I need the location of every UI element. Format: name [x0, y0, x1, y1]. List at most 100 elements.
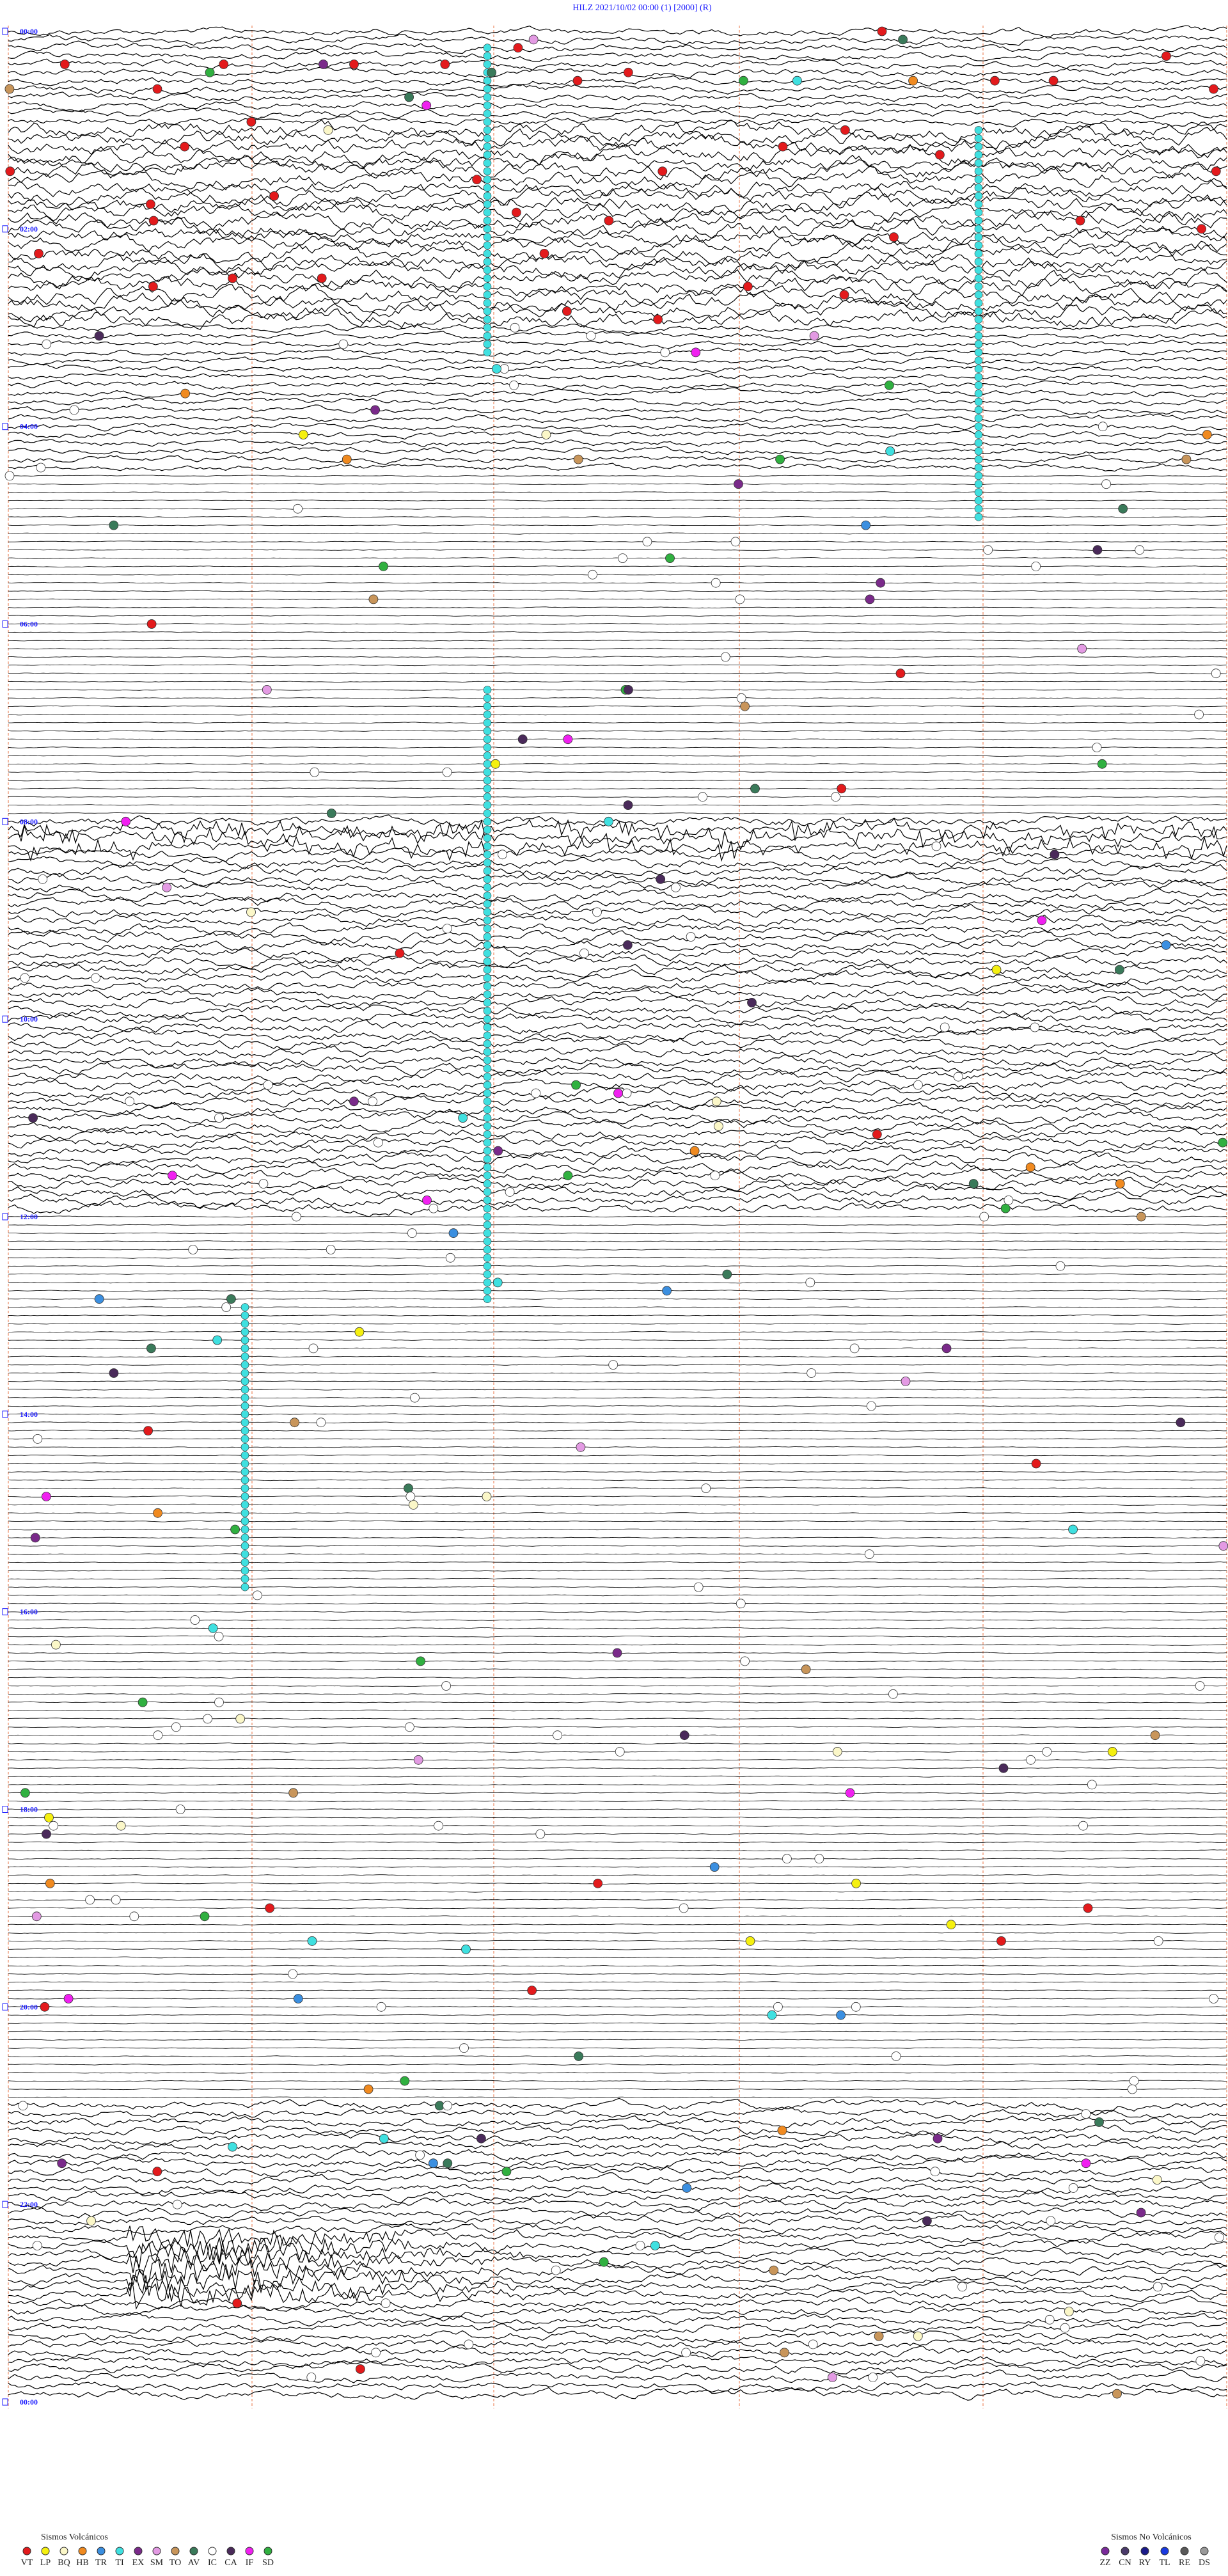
event-marker	[711, 1096, 721, 1107]
event-marker	[203, 1714, 213, 1724]
event-marker	[974, 175, 983, 184]
trace	[8, 1134, 1227, 1150]
event-marker	[323, 125, 333, 135]
event-marker	[1176, 1418, 1186, 1428]
event-marker	[1128, 2084, 1137, 2094]
trace	[8, 647, 1227, 650]
trace	[8, 1421, 1227, 1424]
trace	[8, 1061, 1227, 1077]
trace	[8, 151, 1227, 175]
event-marker	[461, 1944, 471, 1954]
event-marker	[310, 767, 320, 777]
legend-swatch	[1140, 2547, 1149, 2556]
trace	[8, 58, 1227, 71]
trace	[8, 1553, 1227, 1556]
event-marker	[370, 405, 380, 415]
trace	[8, 2360, 1227, 2375]
event-marker	[483, 142, 492, 151]
trace	[8, 1462, 1227, 1465]
hour-tick	[2, 1806, 8, 1813]
event-marker	[974, 446, 983, 455]
trace	[8, 1085, 1227, 1100]
event-marker	[974, 282, 983, 291]
event-marker	[214, 1697, 224, 1707]
event-marker	[650, 2241, 660, 2250]
trace	[8, 1151, 1227, 1167]
legend-label: DS	[1199, 2558, 1210, 2568]
event-marker	[483, 1114, 492, 1122]
trace	[8, 2039, 1227, 2041]
trace	[8, 2088, 1227, 2090]
trace	[8, 1110, 1227, 1125]
event-marker	[148, 281, 158, 292]
event-marker	[686, 932, 696, 942]
event-marker	[1153, 1936, 1163, 1946]
event-marker	[837, 784, 847, 794]
event-marker	[483, 1048, 492, 1056]
legend-label: TL	[1159, 2558, 1170, 2568]
event-marker	[1092, 545, 1103, 555]
event-marker	[188, 1245, 198, 1254]
event-marker	[240, 1583, 249, 1592]
trace	[8, 2096, 1227, 2099]
event-marker	[421, 100, 432, 111]
event-marker	[1107, 1746, 1117, 1757]
trace	[8, 581, 1227, 584]
trace	[8, 1413, 1227, 1416]
trace	[8, 937, 1227, 952]
event-marker	[306, 2372, 317, 2382]
event-marker	[974, 249, 983, 258]
event-marker	[946, 1920, 956, 1930]
event-marker	[483, 1254, 492, 1262]
trace	[8, 1602, 1227, 1605]
event-marker	[240, 1311, 249, 1320]
event-marker	[212, 1335, 223, 1345]
event-marker	[483, 1122, 492, 1130]
event-marker	[31, 1911, 42, 1922]
event-marker	[612, 1648, 622, 1658]
event-marker	[483, 818, 492, 826]
event-marker	[381, 2298, 391, 2309]
time-label: 00:00	[20, 27, 38, 36]
trace	[8, 846, 1227, 862]
trace	[8, 1858, 1227, 1860]
legend-label: HB	[76, 2558, 88, 2568]
time-label: 18:00	[20, 1805, 38, 1814]
event-marker	[483, 776, 492, 785]
event-marker	[38, 874, 48, 884]
event-marker	[974, 150, 983, 159]
trace	[8, 1315, 1227, 1316]
trace	[8, 2197, 1227, 2211]
trace	[8, 796, 1227, 798]
trace	[8, 2047, 1227, 2049]
trace	[8, 2190, 1227, 2204]
trace	[8, 1118, 1227, 1134]
trace	[8, 1503, 1227, 1506]
event-marker	[885, 446, 895, 456]
hour-tick	[2, 423, 8, 431]
event-marker	[990, 75, 1000, 86]
event-marker	[317, 273, 327, 283]
trace	[8, 338, 1227, 349]
event-marker	[483, 1221, 492, 1229]
trace	[8, 1512, 1227, 1514]
event-marker	[1197, 224, 1206, 234]
trace	[8, 904, 1227, 918]
trace	[8, 297, 1227, 328]
event-marker	[483, 1261, 492, 1270]
trace	[8, 1322, 1227, 1325]
event-marker	[974, 463, 983, 472]
trace	[8, 2030, 1227, 2033]
trace	[8, 1775, 1227, 1778]
event-marker	[483, 1155, 492, 1164]
legend-label: TR	[95, 2558, 107, 2568]
trace	[8, 165, 1227, 191]
event-marker	[416, 1656, 425, 1666]
event-marker	[410, 1393, 420, 1403]
trace	[8, 2295, 1227, 2312]
time-label: 00:00	[20, 2398, 38, 2406]
trace	[8, 516, 1227, 518]
trace	[8, 2080, 1227, 2082]
event-marker	[1136, 2208, 1146, 2218]
event-marker	[445, 1252, 455, 1263]
